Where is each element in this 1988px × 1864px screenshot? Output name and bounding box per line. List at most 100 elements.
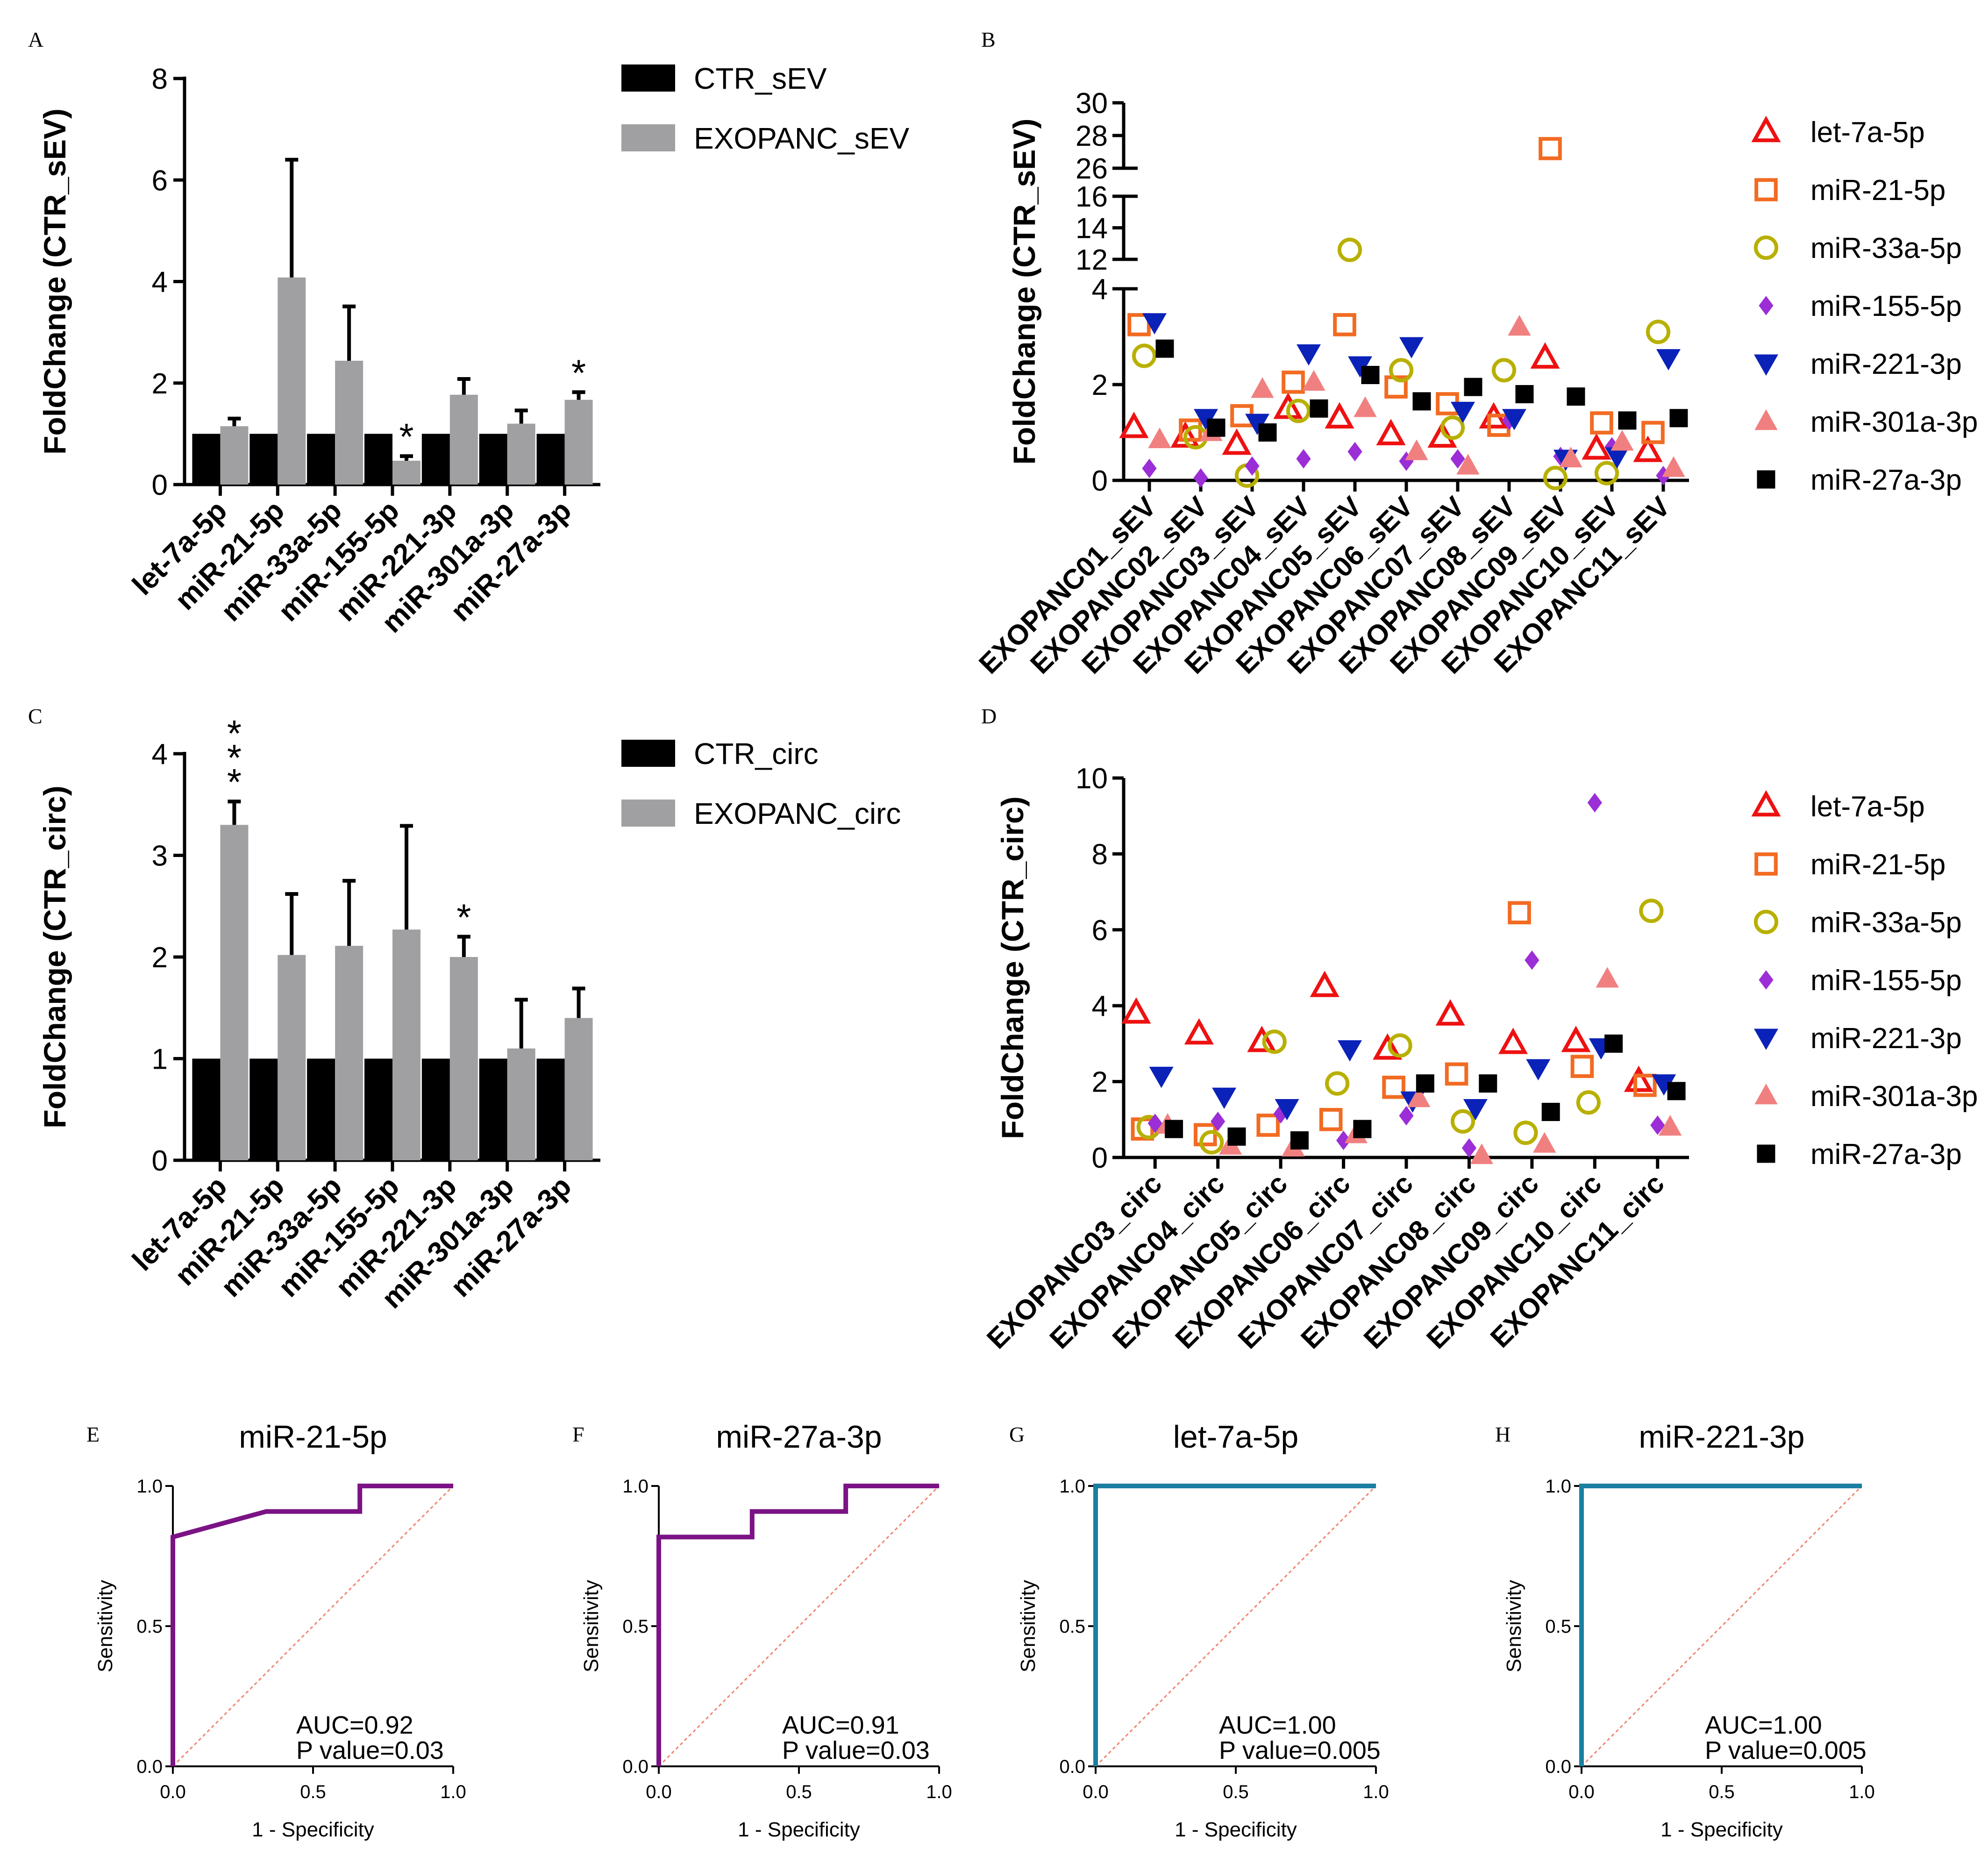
panel-d-point-mir-155-5p <box>1147 1114 1162 1133</box>
panel-b-point-mir-33a-5p <box>1440 415 1465 440</box>
panel-h-title: miR-221-3p <box>1639 1419 1804 1455</box>
panel-f-roc-curve <box>656 1484 939 1766</box>
panel-b-y-label: FoldChange (CTR_sEV) <box>1007 119 1041 465</box>
panel-d-point-mir-21-5p <box>1633 1073 1657 1097</box>
panel-c-bar-ctr <box>307 1058 335 1160</box>
panel-f-y-tick-label: 1.0 <box>622 1476 648 1497</box>
panel-b-point-mir-27a-3p <box>1361 366 1380 384</box>
panel-g-reference-line <box>1095 1485 1377 1767</box>
panel-b-point-mir-33a-5p <box>1286 399 1311 423</box>
panel-d-point-mir-221-3p <box>1275 1099 1299 1121</box>
panel-b-point-mir-33a-5p <box>1337 237 1362 262</box>
panel-h-pvalue-label: P value=0.005 <box>1705 1736 1867 1764</box>
panel-h-y-tick-label: 1.0 <box>1545 1476 1571 1497</box>
panel-d-point-mir-155-5p <box>1525 950 1539 970</box>
panel-c-significance-star: * <box>227 737 242 778</box>
panel-d-point-let-7a-5p <box>1435 999 1465 1026</box>
panel-b-point-mir-221-3p <box>1297 344 1321 366</box>
panel-d-letter: D <box>981 704 997 728</box>
panel-b-point-mir-221-3p <box>1142 313 1167 335</box>
panel-b-legend-label: miR-301a-3p <box>1810 406 1978 438</box>
panel-b-legend-marker <box>1754 178 1778 201</box>
panel-c-bar-ctr <box>479 1058 507 1160</box>
panel-d-point-let-7a-5p <box>1310 971 1340 997</box>
panel-b-point-mir-301a-3p <box>1405 439 1428 460</box>
panel-b-point-mir-27a-3p <box>1207 418 1226 437</box>
panel-d-point-mir-155-5p <box>1650 1115 1665 1135</box>
panel-h-reference-line <box>1581 1485 1863 1767</box>
panel-h-y-tick-label: 0.0 <box>1545 1757 1571 1777</box>
panel-b-y-tick-label: 4 <box>1092 273 1108 306</box>
panel-d-point-mir-221-3p <box>1212 1087 1237 1109</box>
panel-a-bar-ctr <box>364 434 392 485</box>
panel-d-point-mir-301a-3p <box>1658 1115 1682 1136</box>
panel-b-point-mir-27a-3p <box>1155 339 1174 358</box>
panel-c-legend-swatch <box>621 740 675 767</box>
panel-d-point-mir-155-5p <box>1336 1130 1351 1150</box>
panel-d-point-mir-21-5p <box>1508 901 1531 925</box>
panel-b-point-let-7a-5p <box>1119 412 1149 438</box>
panel-a-bar-exopanc <box>220 426 249 485</box>
panel-e-pvalue-label: P value=0.03 <box>296 1736 444 1764</box>
panel-c-bar-exopanc <box>449 957 478 1160</box>
panel-b-point-mir-21-5p <box>1590 411 1613 435</box>
panel-b-point-let-7a-5p <box>1582 433 1611 460</box>
panel-d-point-mir-33a-5p <box>1450 1109 1475 1134</box>
panel-d-y-tick-label: 0 <box>1092 1142 1108 1174</box>
panel-e-x-tick-label: 0.0 <box>160 1782 186 1802</box>
panel-b-point-mir-27a-3p <box>1567 387 1585 406</box>
panel-h-y-tick-label: 0.5 <box>1545 1616 1571 1637</box>
panel-b-point-mir-27a-3p <box>1515 385 1534 403</box>
panel-d-point-mir-301a-3p <box>1533 1132 1556 1153</box>
panel-d-point-mir-27a-3p <box>1604 1034 1623 1053</box>
panel-f-letter: F <box>572 1422 584 1446</box>
panel-d-point-mir-33a-5p <box>1199 1130 1224 1155</box>
panel-b-point-mir-155-5p <box>1193 468 1208 488</box>
panel-b-point-mir-21-5p <box>1282 371 1305 394</box>
panel-b-point-mir-301a-3p <box>1559 446 1582 468</box>
panel-b-legend-marker <box>1754 354 1778 376</box>
panel-b-point-mir-21-5p <box>1127 313 1151 336</box>
panel-c-bar-ctr <box>536 1058 565 1160</box>
panel-c-y-tick-label: 0 <box>152 1145 168 1177</box>
panel-b-point-mir-155-5p <box>1604 437 1619 457</box>
panel-b-point-mir-221-3p <box>1605 447 1629 469</box>
panel-e-reference-line <box>172 1485 454 1767</box>
panel-e-y-tick-label: 0.5 <box>136 1616 163 1637</box>
panel-c-bar-ctr <box>421 1058 450 1160</box>
panel-b-point-mir-221-3p <box>1502 409 1526 430</box>
panel-b-legend-marker <box>1759 296 1774 315</box>
panel-a-bar-exopanc <box>449 394 478 485</box>
panel-b-point-mir-301a-3p <box>1508 315 1531 336</box>
panel-b-point-let-7a-5p <box>1376 419 1406 445</box>
panel-a-bar-ctr <box>307 434 335 485</box>
panel-d-point-mir-301a-3p <box>1407 1086 1431 1107</box>
panel-e-letter: E <box>86 1422 100 1446</box>
panel-g-roc-curve <box>1093 1484 1376 1766</box>
panel-d-point-let-7a-5p <box>1373 1033 1403 1060</box>
panel-d-point-mir-27a-3p <box>1290 1131 1309 1150</box>
panel-g-y-label: Sensitivity <box>1017 1580 1040 1672</box>
panel-a-bar-ctr <box>249 434 278 485</box>
panel-d-point-let-7a-5p <box>1247 1026 1277 1052</box>
panel-d-point-mir-33a-5p <box>1576 1090 1601 1115</box>
panel-f-x-label: 1 - Specificity <box>738 1818 860 1841</box>
panel-c-y-tick-label: 1 <box>152 1043 168 1076</box>
panel-d-point-let-7a-5p <box>1498 1028 1528 1054</box>
panel-f-x-tick-label: 0.0 <box>646 1782 672 1802</box>
panel-d-point-mir-33a-5p <box>1639 899 1664 923</box>
panel-d-legend-label: miR-155-5p <box>1810 964 1962 997</box>
panel-e-y-tick-label: 1.0 <box>136 1476 163 1497</box>
panel-b-y-tick-label: 2 <box>1092 369 1108 401</box>
panel-b-legend-label: miR-27a-3p <box>1810 464 1962 496</box>
panel-g-x-tick-label: 0.0 <box>1083 1782 1109 1802</box>
panel-e-y-tick-label: 0.0 <box>136 1757 163 1777</box>
panel-d-point-mir-155-5p <box>1461 1138 1477 1158</box>
panel-d-point-mir-301a-3p <box>1470 1143 1494 1164</box>
panel-d-point-let-7a-5p <box>1624 1065 1653 1092</box>
panel-f-x-tick-label: 1.0 <box>926 1782 952 1802</box>
panel-f-y-label: Sensitivity <box>580 1580 603 1672</box>
panel-b-point-mir-301a-3p <box>1662 456 1685 477</box>
panel-d-point-mir-221-3p <box>1338 1040 1362 1062</box>
